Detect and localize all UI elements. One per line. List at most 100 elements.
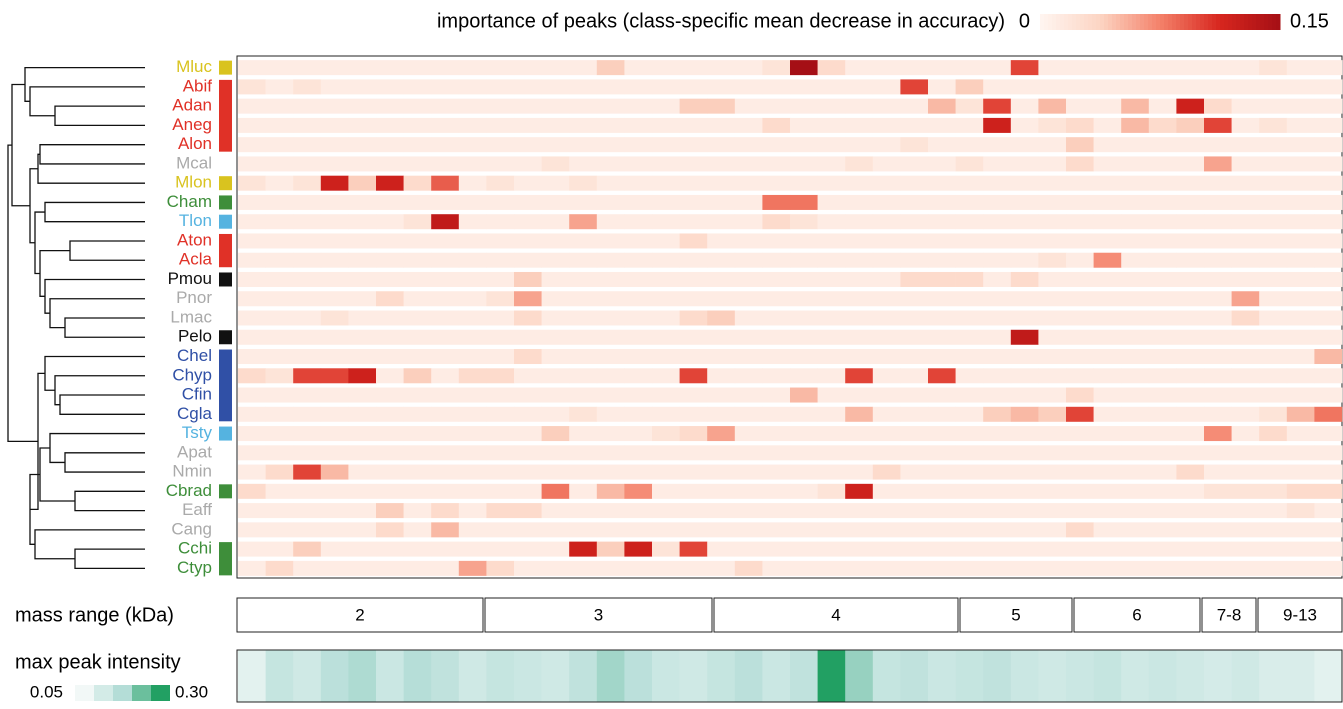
- heatmap-cell: [320, 349, 349, 365]
- heatmap-cell: [734, 387, 763, 403]
- heatmap-cell: [569, 483, 598, 499]
- heatmap-cell: [320, 426, 349, 442]
- heatmap-cell: [320, 214, 349, 230]
- colorbar-swatch: [1236, 14, 1241, 30]
- heatmap-cell: [652, 464, 680, 480]
- group-box: [219, 214, 232, 229]
- heatmap-cell: [983, 541, 1012, 557]
- heatmap-cell: [1010, 541, 1039, 557]
- heatmap-cell: [569, 329, 598, 345]
- heatmap-cell: [955, 291, 984, 307]
- heatmap-cell: [569, 117, 598, 133]
- heatmap-cell: [458, 175, 487, 191]
- heatmap-cell: [514, 252, 542, 268]
- heatmap-cell: [458, 503, 487, 519]
- heatmap-cell: [293, 503, 322, 519]
- heatmap-cell: [817, 560, 846, 576]
- heatmap-cell: [983, 426, 1012, 442]
- heatmap-cell: [734, 310, 763, 326]
- heatmap-cell: [514, 406, 542, 422]
- heatmap-cell: [652, 560, 680, 576]
- heatmap-cell: [1093, 98, 1122, 114]
- heatmap-cell: [348, 79, 377, 95]
- heatmap-cell: [983, 464, 1012, 480]
- heatmap-cell: [403, 406, 432, 422]
- heatmap-cell: [541, 252, 570, 268]
- heatmap-cell: [1066, 175, 1094, 191]
- colorbar-swatch: [1052, 14, 1057, 30]
- heatmap-cell: [762, 522, 791, 538]
- colorbar-swatch: [1220, 14, 1225, 30]
- heatmap-cell: [1121, 175, 1150, 191]
- colorbar-tick-label: 0.15: [1290, 10, 1329, 32]
- heatmap-cell: [1259, 329, 1288, 345]
- heatmap-cell: [707, 483, 736, 499]
- heatmap-cell: [596, 98, 625, 114]
- heatmap-cell: [596, 445, 625, 461]
- heatmap-cell: [652, 194, 680, 210]
- mass-range-segment: 2: [355, 605, 364, 624]
- heatmap-cell: [1314, 522, 1343, 538]
- heatmap-cell: [955, 445, 984, 461]
- heatmap-cell: [652, 445, 680, 461]
- heatmap-cell: [1286, 541, 1315, 557]
- heatmap-cell: [376, 541, 404, 557]
- heatmap-cell: [1066, 426, 1094, 442]
- heatmap-cell: [1259, 522, 1288, 538]
- heatmap-cell: [1176, 252, 1205, 268]
- heatmap-cell: [928, 175, 956, 191]
- heatmap-cell: [1314, 291, 1343, 307]
- heatmap-cell: [265, 541, 294, 557]
- heatmap-cell: [790, 175, 818, 191]
- heatmap-cell: [1204, 445, 1232, 461]
- heatmap-cell: [872, 117, 901, 133]
- intensity-cell: [1038, 650, 1067, 702]
- row-label: Eaff: [182, 500, 212, 519]
- heatmap-cell: [707, 560, 736, 576]
- heatmap-cell: [1286, 368, 1315, 384]
- heatmap-cell: [1204, 214, 1232, 230]
- heatmap-cell: [1148, 310, 1177, 326]
- heatmap-cell: [238, 464, 266, 480]
- heatmap-cell: [652, 483, 680, 499]
- heatmap-cell: [900, 194, 929, 210]
- heatmap-cell: [900, 483, 929, 499]
- heatmap-cell: [1121, 310, 1150, 326]
- heatmap-cell: [1231, 252, 1260, 268]
- heatmap-cell: [403, 175, 432, 191]
- heatmap-cell: [596, 522, 625, 538]
- row-label: Cbrad: [166, 481, 212, 500]
- heatmap-cell: [955, 271, 984, 287]
- colorbar-swatch: [1268, 14, 1273, 30]
- heatmap-cell: [1148, 483, 1177, 499]
- heatmap-cell: [1314, 387, 1343, 403]
- heatmap-cell: [734, 368, 763, 384]
- heatmap-cell: [1314, 60, 1343, 76]
- heatmap-cell: [514, 310, 542, 326]
- heatmap-cell: [569, 541, 598, 557]
- heatmap-cell: [928, 483, 956, 499]
- heatmap-cell: [955, 349, 984, 365]
- heatmap-cell: [1259, 406, 1288, 422]
- group-box: [219, 484, 232, 499]
- heatmap-cell: [569, 291, 598, 307]
- heatmap-cell: [596, 464, 625, 480]
- heatmap-cell: [624, 233, 653, 249]
- heatmap-cell: [928, 291, 956, 307]
- heatmap-cell: [1204, 156, 1232, 172]
- heatmap-cell: [1066, 214, 1094, 230]
- colorbar-swatch: [1124, 14, 1129, 30]
- heatmap-cell: [238, 60, 266, 76]
- heatmap-cell: [1286, 60, 1315, 76]
- mass-range-segment: 3: [594, 605, 603, 624]
- heatmap-cell: [928, 117, 956, 133]
- heatmap-cell: [955, 252, 984, 268]
- heatmap-cell: [1038, 79, 1067, 95]
- heatmap-cell: [900, 291, 929, 307]
- heatmap-cell: [707, 214, 736, 230]
- heatmap-cell: [320, 310, 349, 326]
- heatmap-cell: [762, 368, 791, 384]
- heatmap-cell: [1121, 368, 1150, 384]
- heatmap-cell: [1286, 406, 1315, 422]
- heatmap-cell: [1259, 368, 1288, 384]
